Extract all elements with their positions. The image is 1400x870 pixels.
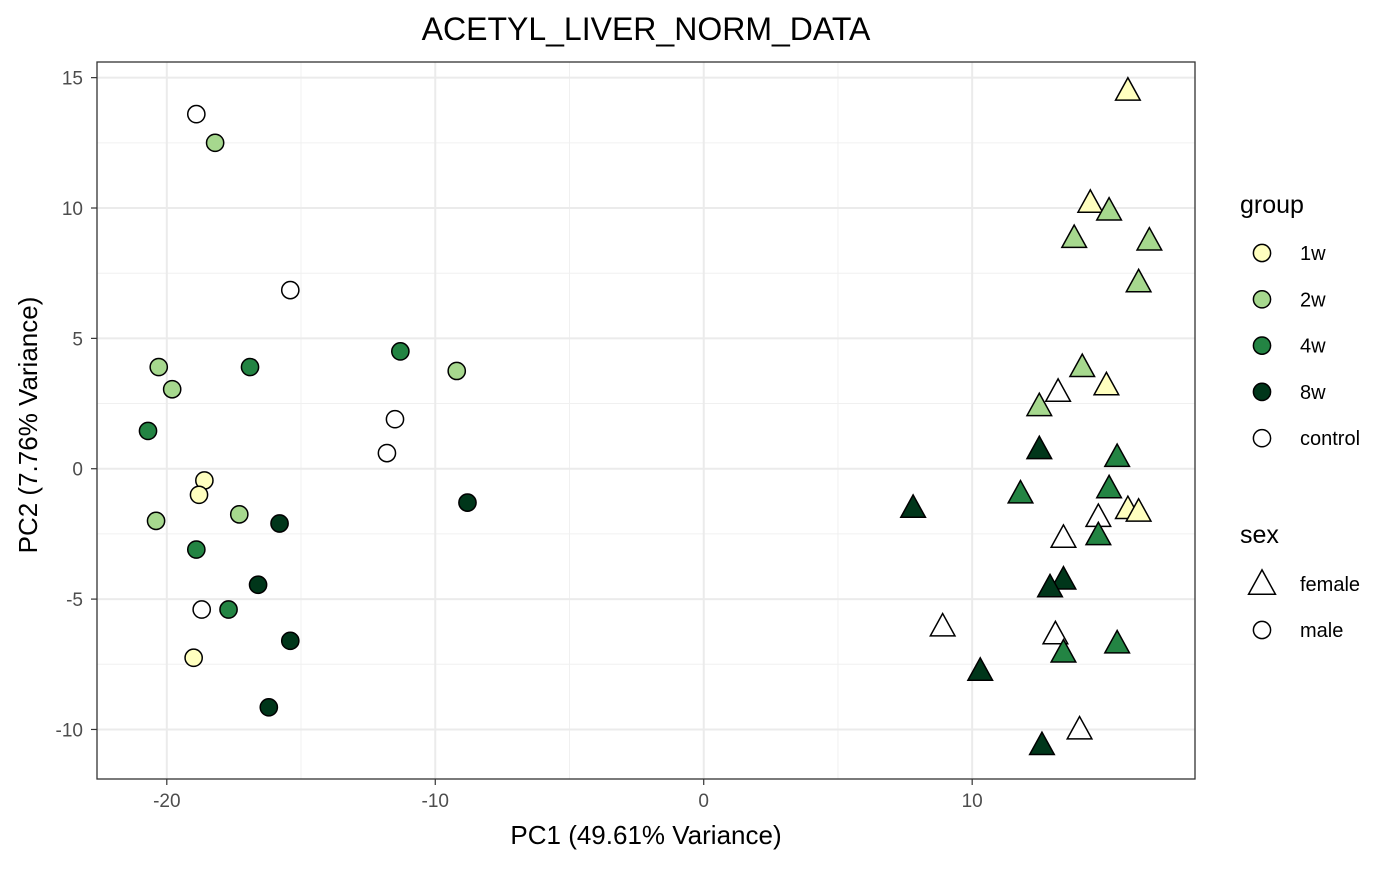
data-point-triangle [1065, 714, 1094, 740]
y-tick-label: 0 [72, 460, 83, 481]
data-point-triangle [1041, 619, 1069, 645]
data-point-circle [270, 514, 289, 533]
y-tick-label: 15 [62, 69, 83, 90]
data-point-circle [189, 485, 209, 505]
data-point-triangle [1049, 523, 1078, 548]
plot-background [97, 62, 1195, 779]
legend-key-8w [1252, 382, 1272, 402]
x-tick-label: -10 [422, 791, 449, 812]
data-point-circle [377, 443, 397, 463]
data-point-triangle [899, 493, 927, 518]
data-point-triangle [1103, 628, 1131, 654]
legend-label-4w: 4w [1300, 336, 1326, 358]
data-point-circle [184, 648, 203, 668]
data-point-circle [205, 133, 225, 153]
x-axis-ticks: -20 -10 0 10 [153, 779, 983, 812]
legend-label-control: control [1300, 428, 1360, 450]
legend-key-control [1252, 428, 1272, 448]
data-point-circle [447, 361, 467, 381]
legend-title-sex: sex [1240, 521, 1279, 549]
y-axis-title: PC2 (7.76% Variance) [13, 297, 43, 554]
legend-sex-entries: female male [1247, 568, 1360, 642]
data-point-triangle [1060, 223, 1088, 249]
y-tick-label: -5 [66, 590, 83, 611]
data-point-triangle [929, 611, 957, 637]
data-point-triangle [1049, 638, 1078, 663]
data-point-circle [280, 631, 300, 651]
data-point-triangle [1103, 442, 1131, 468]
data-point-triangle [966, 656, 994, 681]
data-point-circle [385, 409, 405, 429]
x-tick-label: -20 [153, 791, 180, 812]
legend-key-2w [1252, 289, 1272, 309]
data-point-triangle [1092, 370, 1120, 396]
y-tick-label: 5 [72, 329, 83, 350]
y-tick-label: 10 [62, 199, 83, 220]
data-point-triangle [1036, 572, 1064, 598]
data-point-triangle [1095, 196, 1123, 221]
data-point-triangle [1025, 391, 1053, 417]
x-axis-title: PC1 (49.61% Variance) [510, 820, 781, 850]
data-point-circle [219, 600, 238, 619]
data-point-circle [248, 575, 268, 595]
legend-label-female: female [1300, 574, 1360, 596]
data-point-circle [186, 104, 206, 124]
data-point-circle [391, 342, 410, 361]
data-point-triangle [1114, 76, 1142, 101]
y-tick-label: -10 [56, 720, 83, 741]
data-point-circle [458, 493, 477, 512]
legend: group 1w 2w 4w 8w control sex female male [1240, 191, 1360, 642]
legend-title-group: group [1240, 191, 1304, 219]
y-axis-ticks: -10 -5 0 5 10 15 [56, 69, 97, 741]
data-point-circle [186, 540, 206, 559]
legend-label-1w: 1w [1300, 243, 1326, 265]
data-point-triangle [1076, 188, 1104, 213]
data-point-triangle [1095, 473, 1123, 499]
data-point-triangle [1125, 267, 1153, 293]
data-point-triangle [1025, 434, 1053, 460]
data-point-triangle [1068, 352, 1096, 378]
data-point-circle [149, 357, 169, 377]
data-point-circle [229, 505, 249, 524]
data-points [138, 76, 1163, 756]
data-point-triangle [1044, 377, 1072, 402]
data-point-triangle [1125, 497, 1153, 522]
data-point-circle [138, 421, 158, 441]
legend-label-8w: 8w [1300, 382, 1326, 404]
data-point-triangle [1028, 730, 1056, 756]
legend-group-entries: 1w 2w 4w 8w control [1252, 243, 1360, 450]
data-point-circle [192, 600, 212, 619]
data-point-circle [259, 697, 279, 717]
x-tick-label: 0 [698, 791, 709, 812]
data-point-triangle [1049, 565, 1078, 590]
data-point-circle [146, 511, 166, 531]
data-point-circle [280, 280, 300, 300]
chart-title: ACETYL_LIVER_NORM_DATA [422, 11, 871, 47]
data-point-circle [240, 357, 260, 377]
plot-panel [96, 61, 1196, 780]
legend-key-male [1252, 620, 1272, 640]
data-point-circle [162, 379, 182, 399]
legend-label-male: male [1300, 620, 1343, 642]
data-point-triangle [1084, 520, 1112, 546]
legend-key-4w [1252, 336, 1272, 355]
data-point-triangle [1135, 226, 1163, 251]
data-point-triangle [1006, 478, 1035, 504]
legend-key-1w [1252, 243, 1272, 263]
plot-border [96, 61, 1196, 780]
legend-key-female [1247, 568, 1277, 596]
x-tick-label: 10 [962, 791, 983, 812]
legend-label-2w: 2w [1300, 289, 1326, 311]
